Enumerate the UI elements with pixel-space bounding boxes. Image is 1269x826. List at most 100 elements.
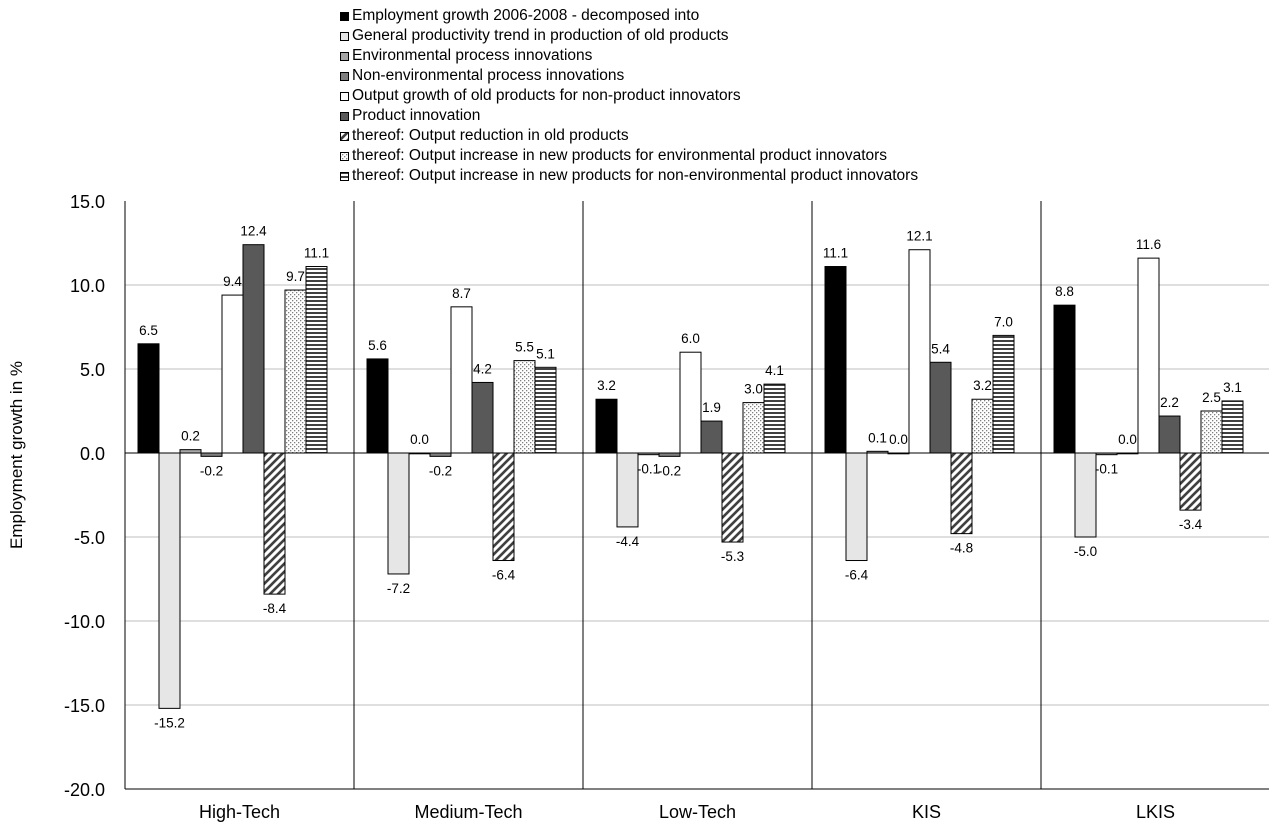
data-label: 9.7 (286, 269, 305, 284)
legend-swatch (340, 31, 349, 41)
data-label: 3.2 (597, 378, 616, 393)
legend-item: Non-environmental process innovations (340, 66, 918, 86)
bar (137, 343, 160, 454)
data-label: 0.0 (410, 432, 429, 447)
data-label: -0.1 (1095, 462, 1118, 477)
category-label: Medium-Tech (414, 802, 522, 822)
legend-label: Output growth of old products for non-pr… (352, 87, 741, 104)
bar (263, 452, 286, 595)
legend-swatch (340, 171, 349, 181)
data-label: 3.0 (744, 382, 763, 397)
bars (137, 244, 1244, 709)
bar (763, 383, 786, 454)
data-labels: 6.5 -15.2 0.2 -0.2 9.4 12.4 -8.4 9.7 11.1 5.6 -7.2… (139, 224, 1242, 731)
bar (158, 452, 181, 709)
legend-item: thereof: Output reduction in old product… (340, 126, 918, 146)
bar (305, 266, 328, 454)
data-label: 5.1 (536, 346, 555, 361)
data-label: -5.3 (721, 549, 744, 564)
legend-label: Environmental process innovations (352, 47, 593, 64)
bar (1221, 400, 1244, 454)
data-label: 0.0 (889, 432, 908, 447)
category-separators (353, 201, 1042, 789)
legend-swatch (340, 131, 349, 141)
legend-label: Non-environmental process innovations (352, 67, 625, 84)
bar (366, 358, 389, 454)
data-label: 8.8 (1055, 284, 1074, 299)
data-label: 1.9 (702, 400, 721, 415)
bar (1137, 257, 1160, 454)
bar (929, 361, 952, 454)
data-label: -6.4 (845, 568, 869, 583)
data-label: 0.2 (181, 429, 200, 444)
legend-item: thereof: Output increase in new products… (340, 166, 918, 186)
legend-label: thereof: Output reduction in old product… (352, 127, 629, 144)
data-label: 0.0 (1118, 432, 1137, 447)
bar (1053, 304, 1076, 454)
y-axis-title: Employment growth in % (7, 361, 26, 549)
data-label: -7.2 (387, 581, 410, 596)
y-tick-label: 5.0 (80, 360, 105, 380)
category-label: Low-Tech (659, 802, 736, 822)
bar (1158, 415, 1181, 454)
category-label: High-Tech (199, 802, 280, 822)
bar (992, 334, 1015, 454)
legend-item: thereof: Output increase in new products… (340, 146, 918, 166)
bar (429, 452, 452, 457)
bar (971, 398, 994, 454)
bar (200, 452, 223, 457)
data-label: 11.6 (1136, 237, 1161, 252)
bar (1179, 452, 1202, 511)
bar (513, 360, 536, 454)
legend-swatch (340, 71, 349, 81)
data-label: 11.1 (823, 246, 848, 261)
data-label: 4.2 (473, 361, 492, 376)
data-label: -8.4 (263, 601, 287, 616)
y-tick-label: 10.0 (70, 276, 105, 296)
data-label: 7.0 (994, 314, 1013, 329)
legend-swatch (340, 151, 349, 161)
data-label: -4.8 (950, 541, 973, 556)
y-tick-label: 15.0 (70, 192, 105, 212)
data-label: 6.5 (139, 323, 158, 338)
data-label: 3.1 (1223, 380, 1242, 395)
category-label: KIS (912, 802, 941, 822)
data-label: 5.4 (931, 341, 950, 356)
data-label: -15.2 (154, 715, 185, 730)
data-label: -0.2 (200, 463, 223, 478)
data-label: -0.1 (637, 462, 660, 477)
bar (595, 398, 618, 454)
legend-item: Product innovation (340, 106, 918, 126)
bar (1074, 452, 1097, 538)
legend-label: General productivity trend in production… (352, 27, 729, 44)
bar (221, 294, 244, 454)
legend-item: Environmental process innovations (340, 46, 918, 66)
bar (450, 306, 473, 454)
bar (742, 402, 765, 454)
bar (679, 351, 702, 454)
data-label: 9.4 (223, 274, 242, 289)
data-label: 4.1 (765, 363, 784, 378)
bar (950, 452, 973, 535)
legend-label: thereof: Output increase in new products… (352, 147, 888, 164)
data-label: -5.0 (1074, 544, 1097, 559)
bar (700, 420, 723, 454)
data-label: 3.2 (973, 378, 992, 393)
bar (179, 449, 202, 454)
bar (284, 289, 307, 454)
axes: 15.0 10.0 5.0 0.0 -5.0 -10.0 -15.0 -20.0 High-Te… (64, 192, 1269, 822)
bar (471, 381, 494, 454)
y-tick-label: -15.0 (64, 696, 105, 716)
chart-legend: Employment growth 2006-2008 - decomposed… (340, 6, 918, 186)
legend-swatch (340, 91, 349, 101)
bar (534, 366, 557, 454)
bar (908, 249, 931, 454)
legend-label: thereof: Output increase in new products… (352, 167, 919, 184)
bar (242, 244, 265, 454)
data-label: 12.4 (240, 224, 267, 239)
legend-swatch (340, 11, 349, 21)
data-label: 2.5 (1202, 390, 1221, 405)
bar (824, 266, 847, 454)
data-label: -4.4 (616, 534, 640, 549)
y-tick-label: -20.0 (64, 780, 105, 800)
